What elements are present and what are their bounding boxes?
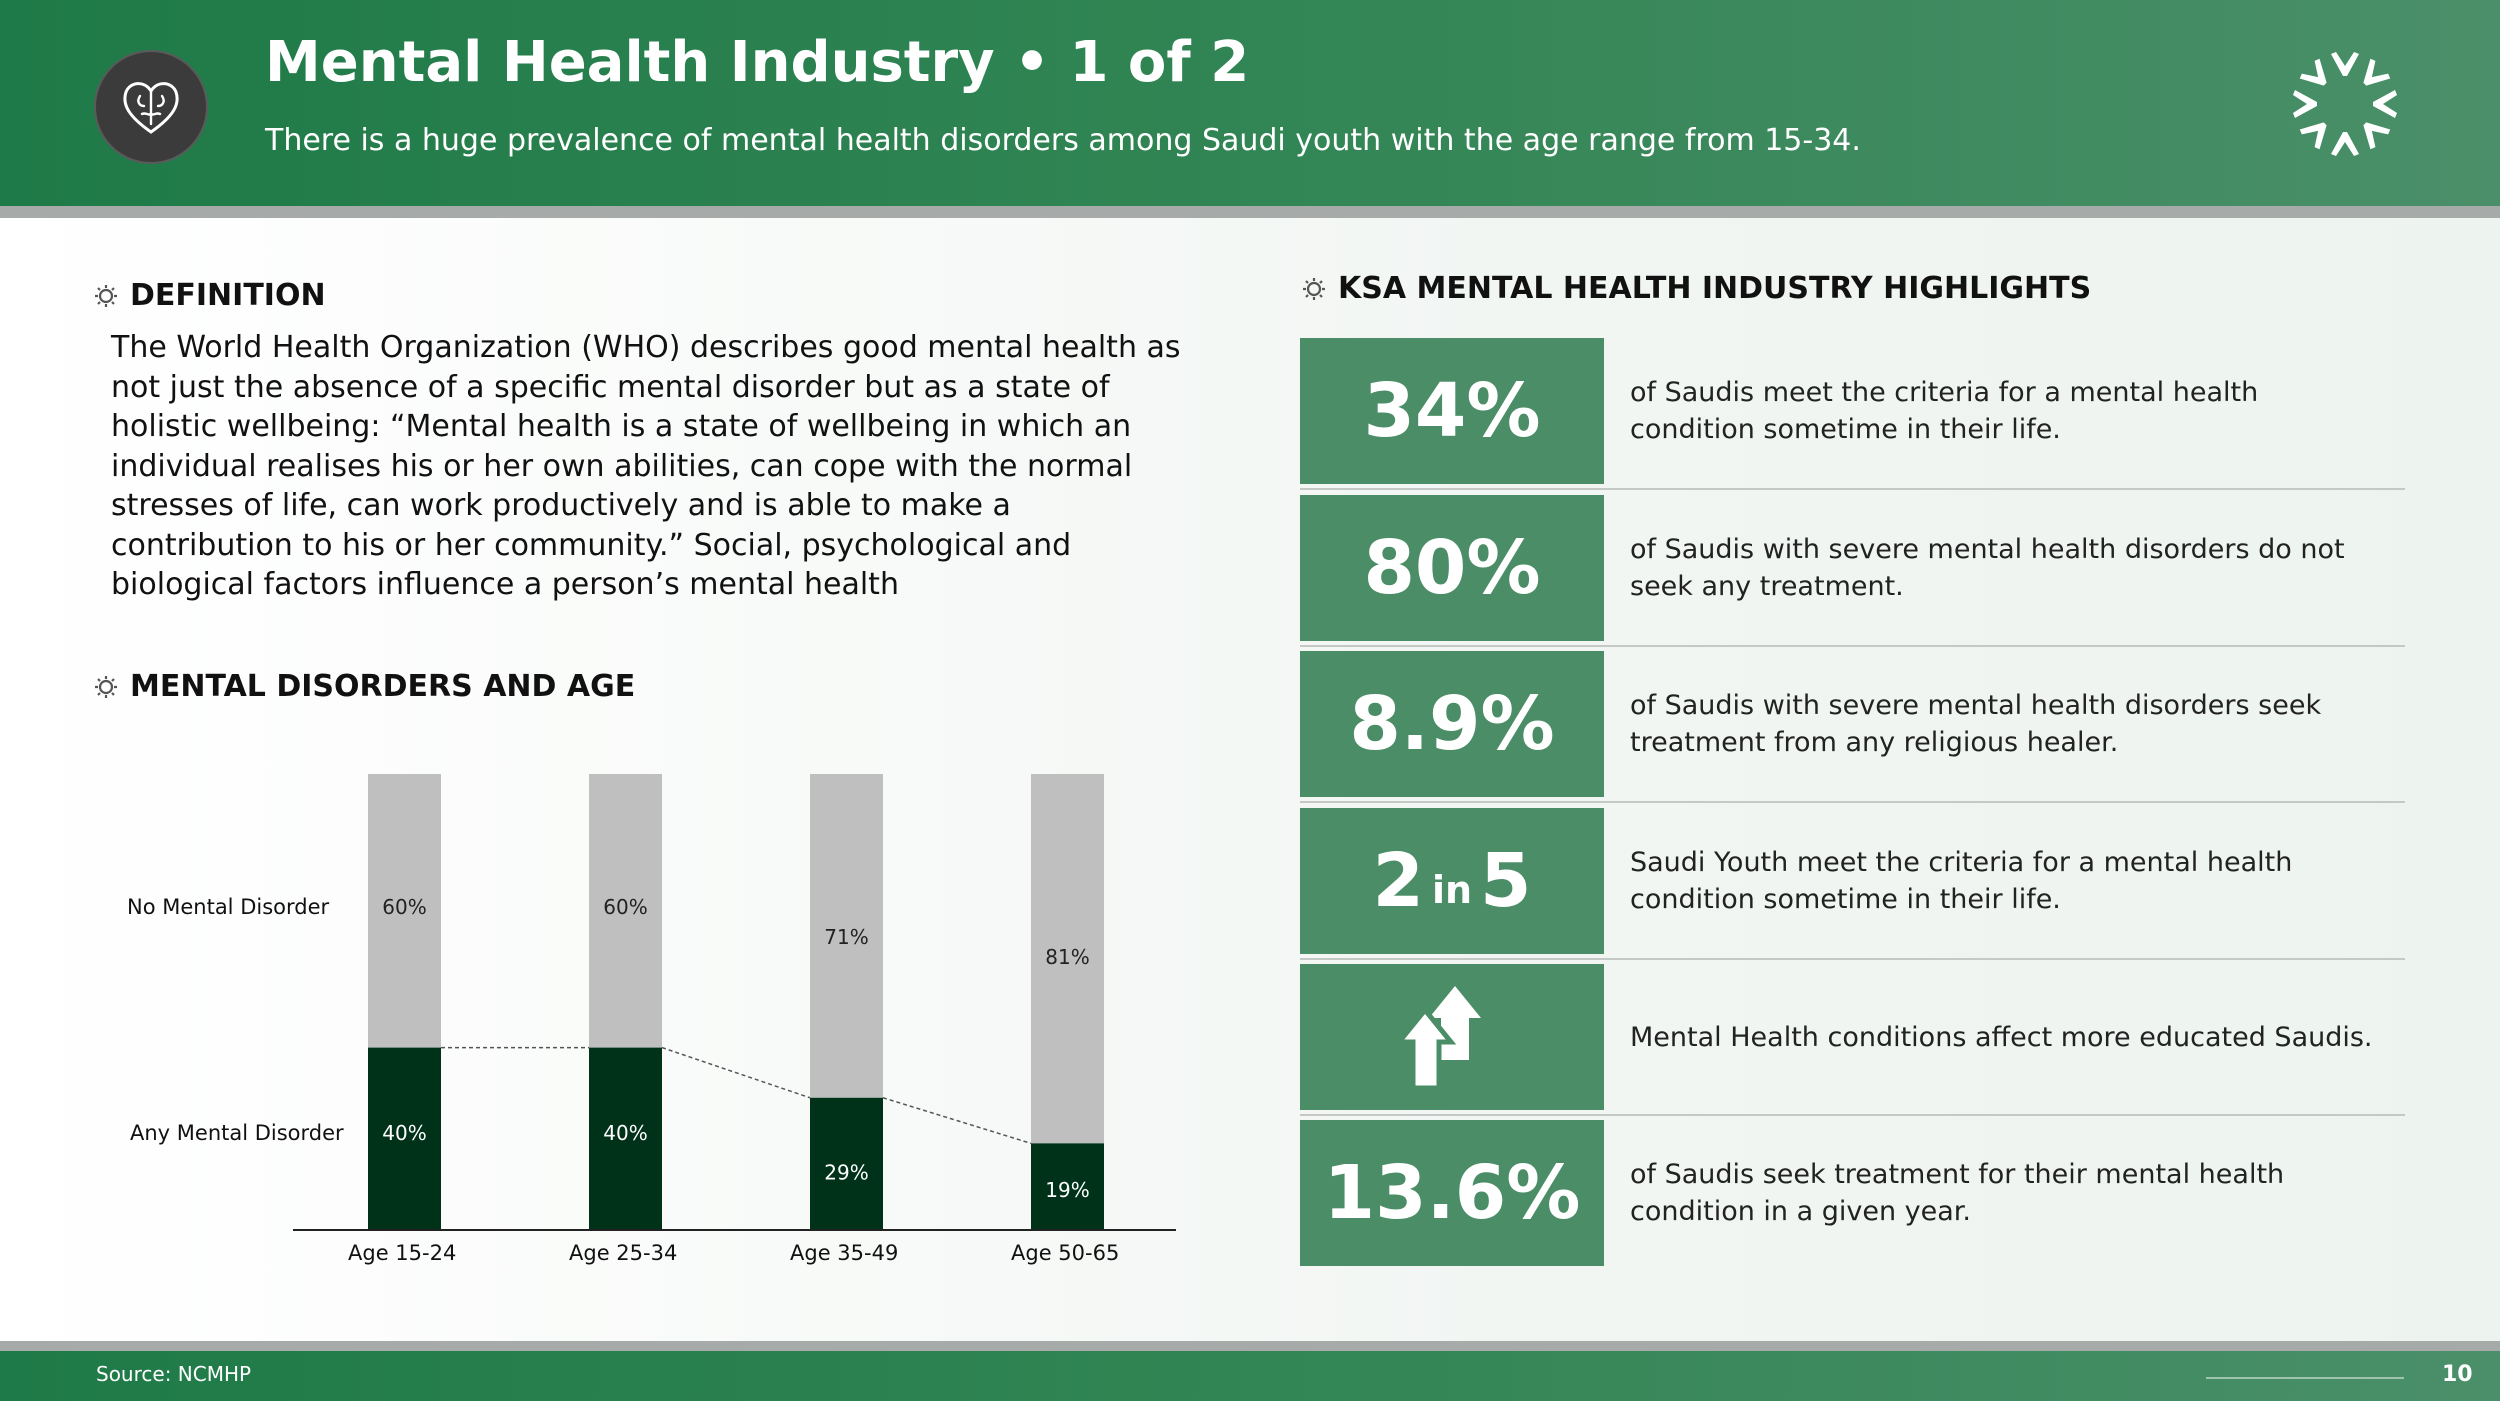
- highlight-row: 13.6% of Saudis seek treatment for their…: [1300, 1120, 2405, 1266]
- stat-value-a: 2: [1372, 838, 1424, 924]
- legend-any-disorder: Any Mental Disorder: [130, 1121, 344, 1145]
- stat-box: 2 in 5: [1300, 808, 1604, 954]
- bar-no-disorder: [368, 774, 441, 1048]
- stat-box: 34%: [1300, 338, 1604, 484]
- burst-bullet-icon: [95, 675, 117, 698]
- x-tick-label: Age 50-65: [1011, 1241, 1119, 1265]
- highlight-row: 2 in 5 Saudi Youth meet the criteria for…: [1300, 808, 2405, 954]
- bar-label-no-disorder: 60%: [603, 895, 647, 919]
- bar-any-disorder: [368, 1047, 441, 1230]
- bar-any-disorder: [589, 1047, 662, 1230]
- footer-bar: Source: NCMHP 10: [0, 1351, 2500, 1401]
- bar-label-any-disorder: 19%: [1045, 1178, 1089, 1202]
- stat-description: Mental Health conditions affect more edu…: [1630, 1021, 2373, 1053]
- bar-label-any-disorder: 40%: [603, 1121, 647, 1145]
- stat-value: 34%: [1363, 368, 1541, 454]
- mental-disorders-age-chart: 60% 40% Age 15-24 60% 40% Age 25-34 71% 29% Age …: [100, 740, 1200, 1300]
- definition-heading-label: DEFINITION: [130, 278, 326, 313]
- footer-rule: [2206, 1377, 2404, 1379]
- stat-box: 8.9%: [1300, 651, 1604, 797]
- legend-no-disorder: No Mental Disorder: [127, 895, 330, 919]
- stat-value: 8.9%: [1349, 681, 1555, 767]
- stat-value-b: 5: [1480, 838, 1532, 924]
- page-number: 10: [2442, 1362, 2473, 1387]
- header-bar: Mental Health Industry • 1 of 2 There is…: [0, 0, 2500, 206]
- definition-heading: DEFINITION: [94, 278, 326, 313]
- bar-label-no-disorder: 71%: [824, 925, 868, 949]
- bar-no-disorder: [1031, 774, 1104, 1144]
- row-divider: [1300, 645, 2405, 647]
- row-divider: [1300, 958, 2405, 960]
- definition-text: The World Health Organization (WHO) desc…: [111, 330, 1181, 602]
- stat-description: Saudi Youth meet the criteria for a ment…: [1630, 847, 2293, 915]
- stat-description: of Saudis seek treatment for their menta…: [1630, 1159, 2285, 1227]
- bar-label-any-disorder: 29%: [824, 1161, 868, 1185]
- burst-bullet-icon: [1303, 277, 1325, 300]
- bar-any-disorder: [1031, 1143, 1104, 1230]
- footer-divider: [0, 1341, 2500, 1351]
- bar-no-disorder: [589, 774, 662, 1048]
- chart-heading: MENTAL DISORDERS AND AGE: [94, 669, 635, 704]
- page-subtitle: There is a huge prevalence of mental hea…: [265, 123, 1861, 158]
- x-tick-label: Age 35-49: [790, 1241, 898, 1265]
- brain-heart-logo: [94, 50, 208, 164]
- highlight-row: 80% of Saudis with severe mental health …: [1300, 495, 2405, 641]
- chart-heading-label: MENTAL DISORDERS AND AGE: [130, 669, 636, 704]
- stat-value: 80%: [1363, 525, 1541, 611]
- highlight-row: 34% of Saudis meet the criteria for a me…: [1300, 338, 2405, 484]
- highlights-heading-label: KSA MENTAL HEALTH INDUSTRY HIGHLIGHTS: [1338, 271, 2092, 306]
- stacked-bar-chart: 60% 40% Age 15-24 60% 40% Age 25-34 71% 29% Age …: [127, 774, 1176, 1265]
- source-note: Source: NCMHP: [96, 1362, 252, 1386]
- stat-description: of Saudis with severe mental health diso…: [1630, 690, 2322, 758]
- bar-label-no-disorder: 60%: [382, 895, 426, 919]
- burst-bullet-icon: [95, 284, 117, 307]
- connector-line: [661, 1046, 811, 1099]
- bar-label-no-disorder: 81%: [1045, 945, 1089, 969]
- row-divider: [1300, 488, 2405, 490]
- stat-value: 13.6%: [1323, 1150, 1581, 1236]
- highlight-row: Mental Health conditions affect more edu…: [1300, 964, 2405, 1110]
- highlight-row: 8.9% of Saudis with severe mental health…: [1300, 651, 2405, 797]
- stat-description: of Saudis meet the criteria for a mental…: [1630, 377, 2259, 445]
- x-tick-label: Age 25-34: [569, 1241, 677, 1265]
- brain-heart-icon: [123, 82, 179, 134]
- bar-any-disorder: [810, 1097, 883, 1230]
- stat-value-mid: in: [1431, 868, 1473, 912]
- stat-box: 13.6%: [1300, 1120, 1604, 1266]
- stat-description: of Saudis with severe mental health diso…: [1630, 534, 2345, 602]
- up-arrows-icon: [1397, 986, 1481, 1091]
- connector-line: [882, 1097, 1032, 1145]
- header-divider: [0, 206, 2500, 218]
- stat-box: 80%: [1300, 495, 1604, 641]
- row-divider: [1300, 801, 2405, 803]
- row-divider: [1300, 1114, 2405, 1116]
- brand-logo-icon: [2293, 52, 2397, 156]
- stat-box: [1300, 964, 1604, 1110]
- highlights-heading: KSA MENTAL HEALTH INDUSTRY HIGHLIGHTS: [1302, 271, 2091, 306]
- x-tick-label: Age 15-24: [348, 1241, 456, 1265]
- page-title: Mental Health Industry • 1 of 2: [265, 30, 1250, 95]
- bar-label-any-disorder: 40%: [382, 1121, 426, 1145]
- bar-no-disorder: [810, 774, 883, 1098]
